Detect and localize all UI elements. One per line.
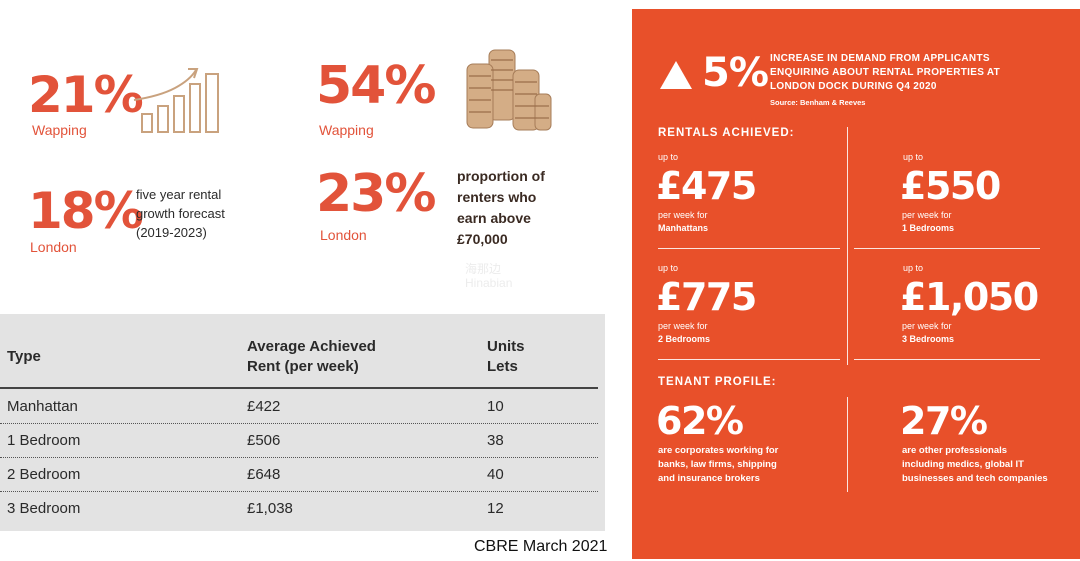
up-triangle-icon bbox=[660, 61, 692, 89]
row-rent: £1,038 bbox=[247, 500, 293, 517]
london-high-earners-value: 23% bbox=[316, 164, 436, 224]
rental-desc: per week for Manhattans bbox=[658, 210, 709, 233]
tenant-divider-vertical bbox=[847, 397, 848, 492]
rental-price: £1,050 bbox=[900, 275, 1039, 319]
rental-upto: up to bbox=[903, 152, 924, 162]
london-high-earners-label: London bbox=[320, 227, 367, 243]
wapping-high-earners-value: 54% bbox=[316, 56, 436, 116]
coin-stacks-icon bbox=[466, 49, 552, 131]
growth-caption: five year rental growth forecast (2019-2… bbox=[136, 187, 225, 240]
bar-chart-arrow-icon bbox=[133, 68, 219, 133]
rentals-bottom-right bbox=[854, 359, 1040, 360]
row-rent: £506 bbox=[247, 432, 281, 449]
rental-upto: up to bbox=[658, 152, 679, 162]
tenant-desc: are other professionals including medics… bbox=[902, 445, 1048, 484]
rentals-divider-right bbox=[854, 248, 1040, 249]
demand-source: Source: Benham & Reeves bbox=[770, 98, 866, 107]
rentals-bottom-left bbox=[658, 359, 840, 360]
tenant-title: TENANT PROFILE: bbox=[658, 376, 777, 388]
london-growth-label: London bbox=[30, 239, 77, 255]
demand-headline: INCREASE IN DEMAND FROM APPLICANTS ENQUI… bbox=[770, 53, 1001, 92]
tenant-desc: are corporates working for banks, law fi… bbox=[658, 445, 779, 484]
row-type: 1 Bedroom bbox=[7, 432, 81, 449]
wapping-growth-value: 21% bbox=[28, 66, 144, 124]
rental-price: £775 bbox=[656, 275, 757, 319]
row-rent: £648 bbox=[247, 466, 281, 483]
source-caption: CBRE March 2021 bbox=[474, 538, 608, 555]
rental-upto: up to bbox=[658, 263, 679, 273]
watermark: 海那边 Hinabian bbox=[465, 262, 513, 290]
rentals-divider-vertical bbox=[847, 127, 848, 365]
rent-table: Type Average Achieved Rent (per week) Un… bbox=[0, 314, 605, 531]
row-type: Manhattan bbox=[7, 398, 78, 415]
rental-price: £475 bbox=[656, 164, 757, 208]
rental-price: £550 bbox=[900, 164, 1001, 208]
header-rent: Average Achieved Rent (per week) bbox=[247, 338, 376, 375]
rental-desc: per week for 2 Bedrooms bbox=[658, 321, 711, 344]
rentals-title: RENTALS ACHIEVED: bbox=[658, 127, 795, 139]
header-units: Units Lets bbox=[487, 338, 525, 375]
row-rent: £422 bbox=[247, 398, 281, 415]
row-units: 12 bbox=[487, 500, 504, 517]
wapping-growth-label: Wapping bbox=[32, 122, 87, 138]
table-row: 2 Bedroom £648 40 bbox=[0, 457, 598, 491]
rentals-divider-left bbox=[658, 248, 840, 249]
rental-desc: per week for 1 Bedrooms bbox=[902, 210, 955, 233]
table-row: 1 Bedroom £506 38 bbox=[0, 423, 598, 457]
tenant-pct: 27% bbox=[900, 399, 988, 443]
london-growth-value: 18% bbox=[28, 182, 144, 240]
row-units: 38 bbox=[487, 432, 504, 449]
rental-upto: up to bbox=[903, 263, 924, 273]
row-divider bbox=[0, 491, 598, 492]
row-type: 3 Bedroom bbox=[7, 500, 81, 517]
table-row: Manhattan £422 10 bbox=[0, 389, 598, 423]
rental-desc: per week for 3 Bedrooms bbox=[902, 321, 955, 344]
table-row: 3 Bedroom £1,038 12 bbox=[0, 491, 598, 525]
row-divider bbox=[0, 457, 598, 458]
row-type: 2 Bedroom bbox=[7, 466, 81, 483]
header-divider bbox=[0, 387, 598, 389]
earners-caption: proportion of renters who earn above £70… bbox=[457, 168, 545, 247]
london-dock-panel: 5% INCREASE IN DEMAND FROM APPLICANTS EN… bbox=[632, 9, 1080, 559]
wapping-high-earners-label: Wapping bbox=[319, 122, 374, 138]
row-units: 10 bbox=[487, 398, 504, 415]
tenant-pct: 62% bbox=[656, 399, 744, 443]
demand-increase-value: 5% bbox=[702, 50, 769, 96]
row-units: 40 bbox=[487, 466, 504, 483]
row-divider bbox=[0, 423, 598, 424]
header-type: Type bbox=[7, 348, 41, 365]
